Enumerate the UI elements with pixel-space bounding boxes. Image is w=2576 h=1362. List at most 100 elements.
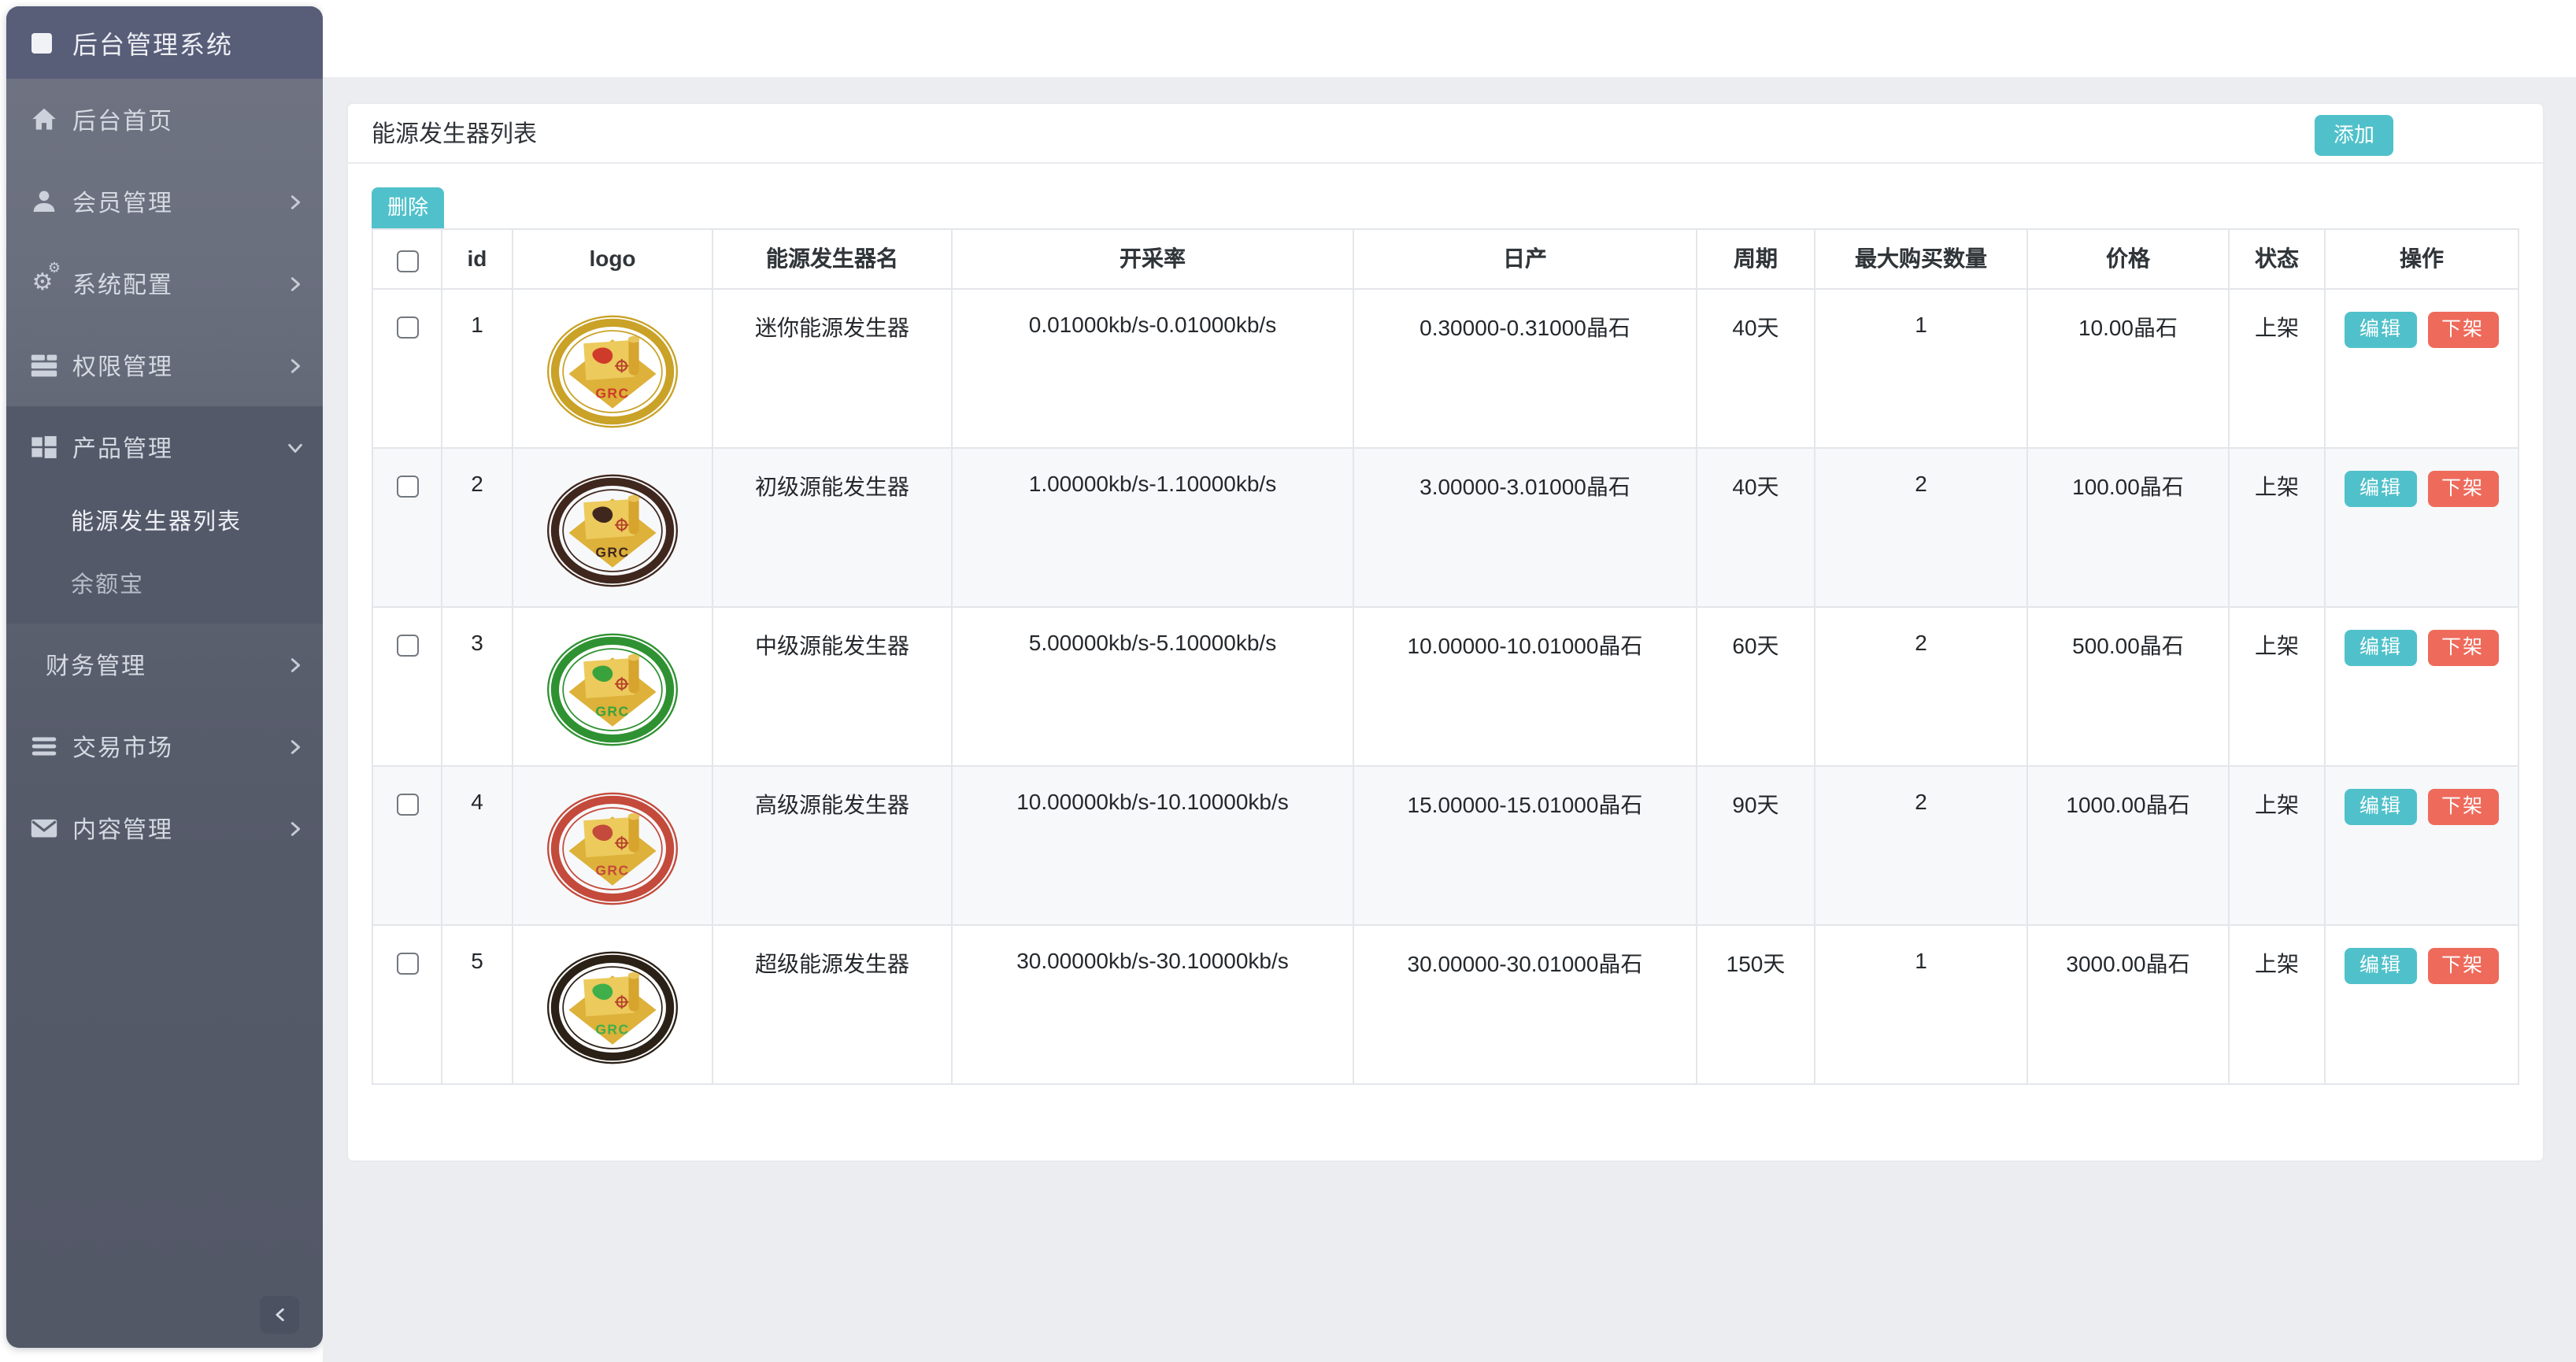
column-header-6: 周期	[1696, 228, 1815, 290]
offline-button[interactable]: 下架	[2427, 470, 2499, 507]
sidebar-item-1[interactable]: 会员管理	[6, 161, 323, 242]
daily-cell: 30.00000-30.01000晶石	[1353, 923, 1697, 1085]
sidebar-menu: 后台首页会员管理 ⚙ ⚙ 系统配置权限管理产品管理能源发生器列表余额宝财务管理交易市场…	[6, 79, 323, 869]
status-cell: 上架	[2228, 446, 2326, 608]
id-cell: 1	[441, 287, 513, 449]
envelope-icon	[28, 813, 58, 843]
rate-cell: 10.00000kb/s-10.10000kb/s	[951, 764, 1354, 926]
sidebar-group-4: 产品管理能源发生器列表余额宝	[6, 406, 323, 624]
svg-text:GRC: GRC	[595, 544, 629, 560]
cycle-cell: 40天	[1696, 287, 1815, 449]
max-buy-cell: 1	[1814, 287, 2028, 449]
sidebar-item-2[interactable]: ⚙ ⚙ 系统配置	[6, 242, 323, 324]
checkbox-cell	[372, 287, 442, 449]
checkbox-cell	[372, 923, 442, 1085]
column-header-9: 状态	[2228, 228, 2326, 290]
chevron-right-icon	[287, 738, 304, 755]
sidebar-item-7[interactable]: 内容管理	[6, 787, 323, 869]
id-cell: 3	[441, 605, 513, 767]
sidebar-item-label: 交易市场	[72, 735, 174, 761]
offline-button[interactable]: 下架	[2427, 311, 2499, 348]
chevron-right-icon	[287, 275, 304, 292]
sidebar-item-4[interactable]: 产品管理	[6, 406, 323, 488]
actions-cell: 编辑 下架	[2324, 605, 2519, 767]
sidebar-item-6[interactable]: 交易市场	[6, 705, 323, 787]
id-cell: 5	[441, 923, 513, 1085]
actions-cell: 编辑 下架	[2324, 764, 2519, 926]
status-cell: 上架	[2228, 764, 2326, 926]
name-cell: 初级源能发生器	[712, 446, 953, 608]
sidebar-item-label: 权限管理	[72, 353, 174, 380]
offline-button[interactable]: 下架	[2427, 629, 2499, 666]
column-header-1: id	[441, 228, 513, 290]
select-all-header-cell	[372, 228, 442, 290]
sidebar-subitem-label: 能源发生器列表	[71, 509, 242, 535]
sidebar: 后台管理系统 后台首页会员管理 ⚙ ⚙ 系统配置权限管理产品管理能源发生器列表余额宝财…	[6, 6, 323, 1348]
offline-button[interactable]: 下架	[2427, 788, 2499, 825]
offline-button[interactable]: 下架	[2427, 947, 2499, 984]
name-cell: 迷你能源发生器	[712, 287, 953, 449]
chevron-right-icon	[287, 820, 304, 837]
edit-button[interactable]: 编辑	[2345, 947, 2416, 984]
max-buy-cell: 2	[1814, 446, 2028, 608]
sidebar-item-5[interactable]: 财务管理	[6, 624, 323, 705]
gears-icon: ⚙ ⚙	[31, 260, 62, 296]
sidebar-subitem-4-1[interactable]: 余额宝	[6, 551, 323, 614]
user-icon	[28, 187, 58, 217]
svg-text:GRC: GRC	[595, 703, 629, 719]
sidebar-item-3[interactable]: 权限管理	[6, 324, 323, 406]
svg-text:GRC: GRC	[595, 385, 629, 401]
daily-cell: 3.00000-3.01000晶石	[1353, 446, 1697, 608]
row-checkbox[interactable]	[396, 952, 418, 975]
logo-cell: GRC	[512, 923, 713, 1085]
generator-logo-image: GRC	[543, 791, 682, 912]
price-cell: 100.00晶石	[2026, 446, 2230, 608]
delete-button[interactable]: 删除	[372, 187, 445, 228]
table-row: 3 GRC 中级源能发生器 5.00000kb/s-5.10000kb/s 10.000…	[372, 605, 2519, 767]
chevron-left-icon	[272, 1307, 287, 1323]
checkbox-cell	[372, 446, 442, 608]
row-checkbox[interactable]	[396, 475, 418, 498]
column-header-7: 最大购买数量	[1814, 228, 2028, 290]
price-cell: 1000.00晶石	[2026, 764, 2230, 926]
logo-cell: GRC	[512, 287, 713, 449]
card-body: 删除 id logo 能源发生器名 开采率 日产 周期 最大购买数量 价格 状态 操作 1 GRC 迷…	[348, 164, 2543, 1085]
max-buy-cell: 2	[1814, 764, 2028, 926]
edit-button[interactable]: 编辑	[2345, 311, 2416, 348]
logo-cell: GRC	[512, 446, 713, 608]
rate-cell: 1.00000kb/s-1.10000kb/s	[951, 446, 1354, 608]
svg-text:GRC: GRC	[595, 1021, 629, 1037]
generator-logo-image: GRC	[543, 314, 682, 435]
add-button[interactable]: 添加	[2314, 115, 2393, 156]
edit-button[interactable]: 编辑	[2345, 629, 2416, 666]
sidebar-collapse-button[interactable]	[260, 1296, 299, 1334]
checkbox-cell	[372, 764, 442, 926]
max-buy-cell: 1	[1814, 923, 2028, 1085]
column-header-8: 价格	[2026, 228, 2230, 290]
cycle-cell: 150天	[1696, 923, 1815, 1085]
row-checkbox[interactable]	[396, 793, 418, 816]
actions-cell: 编辑 下架	[2324, 287, 2519, 449]
svg-text:GRC: GRC	[595, 862, 629, 878]
sidebar-item-label: 财务管理	[46, 653, 147, 679]
edit-button[interactable]: 编辑	[2345, 788, 2416, 825]
daily-cell: 10.00000-10.01000晶石	[1353, 605, 1697, 767]
sidebar-item-label: 产品管理	[72, 435, 174, 462]
server-icon	[28, 350, 58, 380]
cycle-cell: 40天	[1696, 446, 1815, 608]
select-all-checkbox[interactable]	[396, 250, 418, 272]
row-checkbox[interactable]	[396, 316, 418, 339]
sidebar-header: 后台管理系统	[6, 6, 323, 79]
sidebar-item-0[interactable]: 后台首页	[6, 79, 323, 161]
table-row: 1 GRC 迷你能源发生器 0.01000kb/s-0.01000kb/s 0.3000…	[372, 287, 2519, 449]
home-icon	[28, 105, 58, 135]
price-cell: 10.00晶石	[2026, 287, 2230, 449]
generator-logo-image: GRC	[543, 950, 682, 1071]
sidebar-subitem-4-0[interactable]: 能源发生器列表	[6, 488, 323, 551]
edit-button[interactable]: 编辑	[2345, 470, 2416, 507]
chevron-right-icon	[287, 357, 304, 374]
row-checkbox[interactable]	[396, 634, 418, 657]
content-card: 能源发生器列表 添加 删除 id logo 能源发生器名 开采率 日产 周期 最大购买数量价…	[346, 102, 2545, 1162]
sidebar-item-label: 后台首页	[72, 108, 174, 135]
cycle-cell: 60天	[1696, 605, 1815, 767]
